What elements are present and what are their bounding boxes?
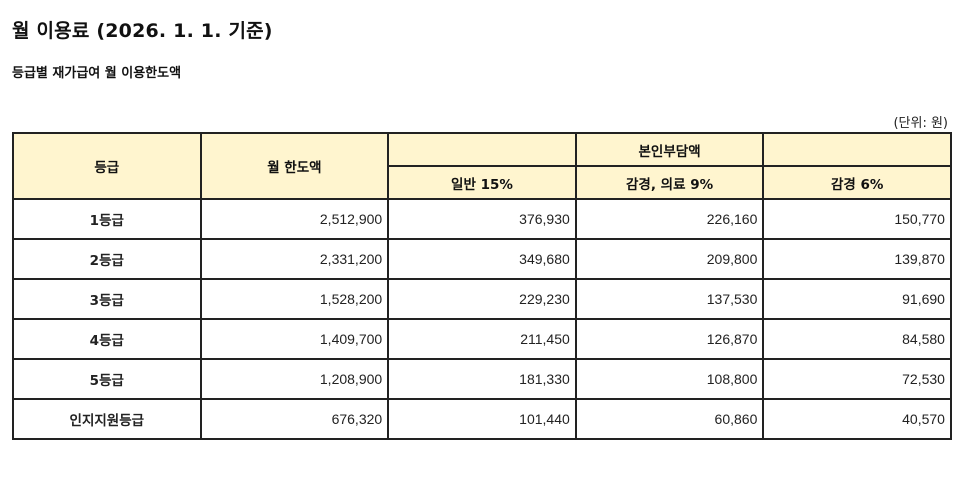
cell-grade: 인지지원등급 bbox=[12, 398, 202, 440]
cell-limit: 1,528,200 bbox=[199, 278, 390, 320]
cell-reduced6: 139,870 bbox=[762, 238, 952, 280]
cell-grade: 2등급 bbox=[12, 238, 202, 280]
cell-limit: 1,208,900 bbox=[199, 358, 390, 400]
table-row: 4등급 1,409,700 211,450 126,870 84,580 bbox=[12, 318, 952, 360]
cell-reduced6: 84,580 bbox=[762, 318, 952, 360]
cell-general: 181,330 bbox=[387, 358, 577, 400]
cell-reduced9: 209,800 bbox=[574, 238, 765, 280]
header-copay-group: 본인부담액 bbox=[574, 132, 765, 167]
header-row-sub: 일반 15% 감경, 의료 9% 감경 6% bbox=[13, 165, 952, 200]
unit-note: (단위: 원) bbox=[893, 116, 948, 131]
cell-grade: 4등급 bbox=[12, 318, 202, 360]
header-row-top: 등급 월 한도액 본인부담액 bbox=[12, 132, 952, 200]
header-empty-left bbox=[387, 132, 577, 167]
cell-limit: 676,320 bbox=[199, 398, 390, 440]
cell-reduced6: 40,570 bbox=[762, 398, 952, 440]
cell-reduced6: 91,690 bbox=[762, 278, 952, 320]
table-body: 1등급 2,512,900 376,930 226,160 150,770 2등… bbox=[12, 198, 952, 440]
cell-general: 211,450 bbox=[387, 318, 577, 360]
table-caption: 등급별 재가급여 월 이용한도액 bbox=[12, 66, 182, 81]
monthly-fee-table: 등급 월 한도액 본인부담액 일반 15% 감경, 의료 9% 감경 6% 1등… bbox=[12, 132, 952, 440]
cell-grade: 1등급 bbox=[12, 198, 202, 240]
cell-grade: 3등급 bbox=[12, 278, 202, 320]
cell-reduced6: 150,770 bbox=[762, 198, 952, 240]
header-reduced-6: 감경 6% bbox=[762, 165, 952, 200]
page-title: 월 이용료 (2026. 1. 1. 기준) bbox=[12, 20, 273, 42]
cell-general: 229,230 bbox=[387, 278, 577, 320]
table-row: 5등급 1,208,900 181,330 108,800 72,530 bbox=[12, 358, 952, 400]
cell-limit: 2,331,200 bbox=[199, 238, 390, 280]
table-header: 등급 월 한도액 본인부담액 일반 15% 감경, 의료 9% 감경 6% bbox=[12, 132, 952, 200]
cell-reduced6: 72,530 bbox=[762, 358, 952, 400]
header-monthly-limit: 월 한도액 bbox=[199, 132, 390, 200]
table-row: 2등급 2,331,200 349,680 209,800 139,870 bbox=[12, 238, 952, 280]
cell-limit: 2,512,900 bbox=[199, 198, 390, 240]
header-grade: 등급 bbox=[12, 132, 202, 200]
cell-general: 349,680 bbox=[387, 238, 577, 280]
header-general-15: 일반 15% bbox=[387, 165, 577, 200]
cell-grade: 5등급 bbox=[12, 358, 202, 400]
table-row: 인지지원등급 676,320 101,440 60,860 40,570 bbox=[12, 398, 952, 440]
cell-general: 376,930 bbox=[387, 198, 577, 240]
cell-reduced9: 226,160 bbox=[574, 198, 765, 240]
cell-reduced9: 108,800 bbox=[574, 358, 765, 400]
header-reduced-medical-9: 감경, 의료 9% bbox=[574, 165, 765, 200]
header-empty-right bbox=[762, 132, 952, 167]
cell-reduced9: 60,860 bbox=[574, 398, 765, 440]
table-row: 1등급 2,512,900 376,930 226,160 150,770 bbox=[12, 198, 952, 240]
cell-reduced9: 137,530 bbox=[574, 278, 765, 320]
cell-limit: 1,409,700 bbox=[199, 318, 390, 360]
cell-general: 101,440 bbox=[387, 398, 577, 440]
cell-reduced9: 126,870 bbox=[574, 318, 765, 360]
table-row: 3등급 1,528,200 229,230 137,530 91,690 bbox=[12, 278, 952, 320]
